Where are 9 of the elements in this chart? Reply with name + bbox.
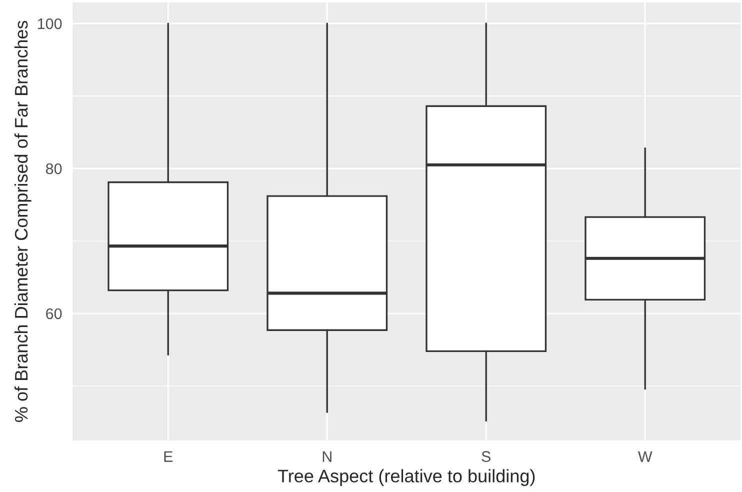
x-tick-label: N (322, 451, 332, 462)
x-tick-label: S (482, 451, 491, 462)
y-tick-label: 100 (38, 18, 62, 30)
x-tick-label: E (164, 451, 173, 462)
y-tick-label: 60 (46, 308, 62, 320)
y-axis-title: % of Branch Diameter Comprised of Far Branches (14, 20, 32, 422)
x-axis-title: Tree Aspect (relative to building) (278, 469, 535, 486)
y-tick-label: 80 (46, 163, 62, 174)
x-tick-label: W (638, 451, 652, 462)
